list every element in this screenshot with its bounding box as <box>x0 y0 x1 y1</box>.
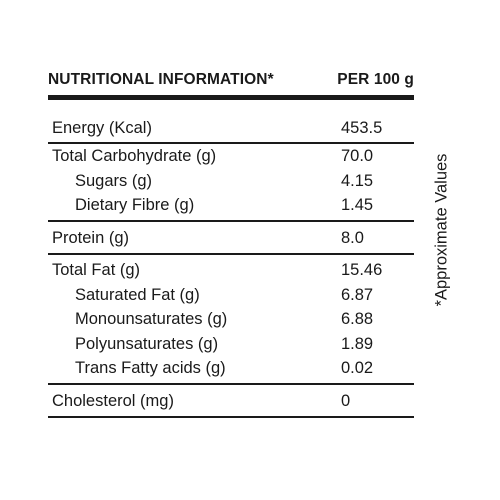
header-rule <box>48 95 414 100</box>
nutrient-value: 70.0 <box>341 147 374 165</box>
divider <box>48 142 414 144</box>
footnote-approximate-values: *Approximate Values <box>432 153 451 307</box>
nutrient-label: Total Fat (g) <box>52 261 141 279</box>
header-basis: PER 100 g <box>337 71 414 88</box>
row-sugars: Sugars (g) 4.15 <box>48 170 414 193</box>
row-monounsaturates: Monounsaturates (g) 6.88 <box>48 308 414 331</box>
nutrient-value: 0.02 <box>341 359 374 377</box>
nutrient-label: Saturated Fat (g) <box>75 286 200 304</box>
divider <box>48 253 414 255</box>
row-saturated-fat: Saturated Fat (g) 6.87 <box>48 284 414 307</box>
nutrient-value: 1.45 <box>341 196 374 214</box>
nutrient-value: 453.5 <box>341 119 383 137</box>
nutrient-label: Energy (Kcal) <box>52 119 152 137</box>
row-total-carbohydrate: Total Carbohydrate (g) 70.0 <box>48 145 414 168</box>
nutrient-value: 0 <box>341 392 351 410</box>
nutrient-label: Polyunsaturates (g) <box>75 335 219 353</box>
nutrient-label: Monounsaturates (g) <box>75 310 228 328</box>
row-polyunsaturates: Polyunsaturates (g) 1.89 <box>48 333 414 356</box>
divider <box>48 220 414 222</box>
nutrient-value: 1.89 <box>341 335 374 353</box>
row-energy: Energy (Kcal) 453.5 <box>48 117 414 140</box>
divider <box>48 416 414 418</box>
nutrient-label: Cholesterol (mg) <box>52 392 174 410</box>
divider <box>48 383 414 385</box>
nutrient-label: Sugars (g) <box>75 172 153 190</box>
row-trans-fatty-acids: Trans Fatty acids (g) 0.02 <box>48 357 414 380</box>
nutrient-value: 8.0 <box>341 229 364 247</box>
nutrient-value: 15.46 <box>341 261 383 279</box>
nutrient-value: 6.87 <box>341 286 374 304</box>
row-total-fat: Total Fat (g) 15.46 <box>48 259 414 282</box>
table-header: NUTRITIONAL INFORMATION* PER 100 g <box>48 66 414 94</box>
nutrient-label: Total Carbohydrate (g) <box>52 147 217 165</box>
nutrient-label: Protein (g) <box>52 229 130 247</box>
row-dietary-fibre: Dietary Fibre (g) 1.45 <box>48 194 414 217</box>
nutrient-value: 6.88 <box>341 310 374 328</box>
header-title: NUTRITIONAL INFORMATION* <box>48 71 274 88</box>
row-cholesterol: Cholesterol (mg) 0 <box>48 390 414 413</box>
row-protein: Protein (g) 8.0 <box>48 227 414 250</box>
nutrient-value: 4.15 <box>341 172 374 190</box>
nutrient-label: Trans Fatty acids (g) <box>75 359 226 377</box>
nutrient-label: Dietary Fibre (g) <box>75 196 195 214</box>
